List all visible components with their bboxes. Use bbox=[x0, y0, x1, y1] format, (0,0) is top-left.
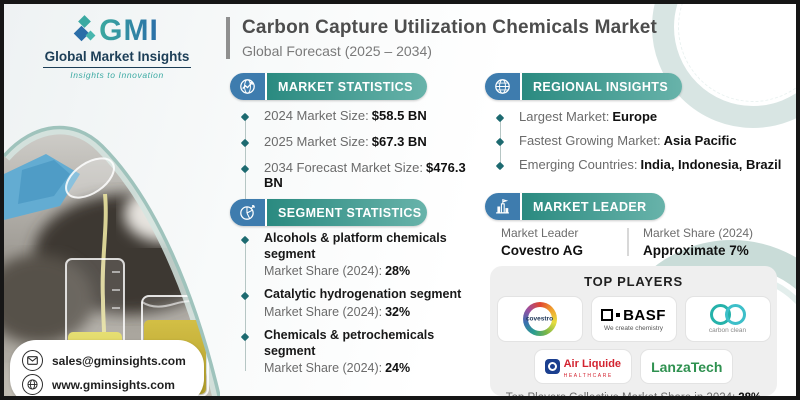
basf-logo: BASF We create chemistry bbox=[590, 296, 677, 342]
gmi-logo: GMI Global Market Insights Insights to I… bbox=[22, 14, 212, 80]
contact-website[interactable]: www.gminsights.com bbox=[22, 374, 194, 395]
globe-chart-icon bbox=[230, 73, 267, 100]
region-item-fastest: Fastest Growing Market: Asia Pacific bbox=[497, 133, 782, 148]
footer-label: Top Players Collective Market Share in 2… bbox=[505, 392, 736, 400]
contact-website-text: www.gminsights.com bbox=[52, 377, 175, 392]
region-item-emerging: Emerging Countries: India, Indonesia, Bra… bbox=[497, 157, 782, 172]
leader-share-block: Market Share (2024) Approximate 7% bbox=[643, 226, 769, 258]
pie-chart-icon bbox=[230, 199, 267, 226]
segment-share-value: 32% bbox=[385, 304, 411, 319]
segment-share-value: 28% bbox=[385, 264, 411, 279]
covestro-text: covestro bbox=[525, 315, 554, 323]
globe-grid-icon bbox=[485, 73, 522, 100]
carbon-clean-logo: carbon clean bbox=[684, 296, 771, 342]
stat-value: $67.3 BN bbox=[371, 134, 427, 149]
air-liquide-sub: HEALTHCARE bbox=[563, 373, 613, 379]
leader-divider bbox=[627, 228, 629, 256]
carbon-clean-ring-icon bbox=[724, 304, 746, 325]
segment-title: Chemicals & petrochemicals segment bbox=[264, 327, 435, 358]
stat-value: $58.5 BN bbox=[371, 108, 427, 123]
segment-item-alcohols: Alcohols & platform chemicals segment Ma… bbox=[242, 231, 470, 278]
segment-title: Alcohols & platform chemicals segment bbox=[264, 231, 447, 261]
segment-share-value: 24% bbox=[385, 361, 411, 376]
top-players-heading: TOP PLAYERS bbox=[584, 274, 683, 289]
air-liquide-tile-icon bbox=[544, 359, 560, 374]
contact-email[interactable]: sales@gminsights.com bbox=[22, 350, 194, 371]
stat-item-2025: 2025 Market Size: $67.3 BN bbox=[242, 134, 467, 149]
banner-segment-statistics: SEGMENT STATISTICS bbox=[230, 199, 427, 226]
region-label: Largest Market: bbox=[519, 109, 610, 124]
bar-chart-flag-icon bbox=[485, 193, 522, 220]
banner-heading: REGIONAL INSIGHTS bbox=[522, 73, 682, 100]
covestro-ring-icon bbox=[522, 302, 557, 336]
top-players-row-1: covestro BASF We create chemistry carbon… bbox=[496, 296, 771, 342]
top-players-card: TOP PLAYERS covestro BASF We create chem… bbox=[490, 266, 777, 396]
region-value: India, Indonesia, Brazil bbox=[640, 157, 782, 172]
segment-share-label: Market Share (2024): bbox=[264, 304, 383, 319]
lanzatech-logo: LanzaTech bbox=[640, 349, 734, 384]
covestro-logo: covestro bbox=[496, 296, 583, 342]
stat-value: $476.3 BN bbox=[264, 160, 466, 190]
contact-card: sales@gminsights.com www.gminsights.com bbox=[10, 340, 204, 396]
region-item-largest: Largest Market: Europe bbox=[497, 109, 782, 124]
region-label: Emerging Countries: bbox=[519, 157, 638, 172]
segment-share-label: Market Share (2024): bbox=[264, 361, 383, 376]
leader-label: Market Leader bbox=[501, 226, 579, 240]
segment-statistics-list: Alcohols & platform chemicals segment Ma… bbox=[242, 231, 470, 384]
leader-share-label: Market Share (2024) bbox=[643, 226, 754, 240]
stat-label: 2024 Market Size: bbox=[264, 108, 369, 123]
air-liquide-logo: Air Liquide HEALTHCARE bbox=[533, 349, 633, 384]
segment-share-label: Market Share (2024): bbox=[264, 264, 383, 279]
globe-icon bbox=[22, 374, 43, 395]
banner-regional-insights: REGIONAL INSIGHTS bbox=[485, 73, 682, 100]
basf-dot-icon bbox=[616, 313, 621, 317]
stat-item-2024: 2024 Market Size: $58.5 BN bbox=[242, 108, 467, 123]
region-label: Fastest Growing Market: bbox=[519, 133, 661, 148]
banner-heading: SEGMENT STATISTICS bbox=[267, 199, 427, 226]
stat-label: 2025 Market Size: bbox=[264, 134, 369, 149]
stat-label: 2034 Forecast Market Size: bbox=[264, 160, 423, 175]
brand-name: Global Market Insights bbox=[42, 48, 192, 68]
brand-tagline: Insights to Innovation bbox=[70, 70, 164, 80]
top-players-footer: Top Players Collective Market Share in 2… bbox=[505, 392, 762, 400]
basf-square-icon bbox=[601, 309, 614, 321]
leader-name: Covestro AG bbox=[501, 243, 584, 258]
gmi-logo-text: GMI bbox=[99, 14, 159, 47]
segment-item-catalytic: Catalytic hydrogenation segment Market S… bbox=[242, 287, 470, 319]
envelope-icon bbox=[22, 350, 43, 371]
segment-item-petrochemicals: Chemicals & petrochemicals segment Marke… bbox=[242, 328, 470, 375]
page-subtitle: Global Forecast (2025 – 2034) bbox=[242, 43, 432, 59]
gmi-diamonds-icon bbox=[73, 15, 96, 46]
basf-text: BASF bbox=[623, 306, 666, 324]
contact-email-text: sales@gminsights.com bbox=[52, 353, 186, 368]
banner-market-statistics: MARKET STATISTICS bbox=[230, 73, 427, 100]
segment-title: Catalytic hydrogenation segment bbox=[264, 287, 462, 302]
basf-tagline: We create chemistry bbox=[603, 324, 664, 332]
regional-insights-list: Largest Market: Europe Fastest Growing Ma… bbox=[497, 109, 782, 181]
footer-value: 28% bbox=[738, 392, 762, 400]
page-title: Carbon Capture Utilization Chemicals Mar… bbox=[242, 17, 658, 38]
lanzatech-text: LanzaTech bbox=[651, 358, 723, 375]
region-value: Europe bbox=[612, 109, 658, 124]
banner-market-leader: MARKET LEADER bbox=[485, 193, 665, 220]
leader-name-block: Market Leader Covestro AG bbox=[501, 226, 627, 258]
page-header: Carbon Capture Utilization Chemicals Mar… bbox=[226, 17, 657, 59]
region-value: Asia Pacific bbox=[663, 133, 737, 148]
banner-heading: MARKET LEADER bbox=[522, 193, 665, 220]
top-players-row-2: Air Liquide HEALTHCARE LanzaTech bbox=[533, 349, 734, 384]
market-leader-info: Market Leader Covestro AG Market Share (… bbox=[501, 226, 769, 258]
stat-item-2034: 2034 Forecast Market Size: $476.3 BN bbox=[242, 160, 467, 190]
banner-heading: MARKET STATISTICS bbox=[267, 73, 427, 100]
leader-share-value: Approximate 7% bbox=[643, 243, 749, 258]
air-liquide-text: Air Liquide bbox=[563, 358, 622, 370]
carbon-clean-text: carbon clean bbox=[708, 327, 747, 334]
